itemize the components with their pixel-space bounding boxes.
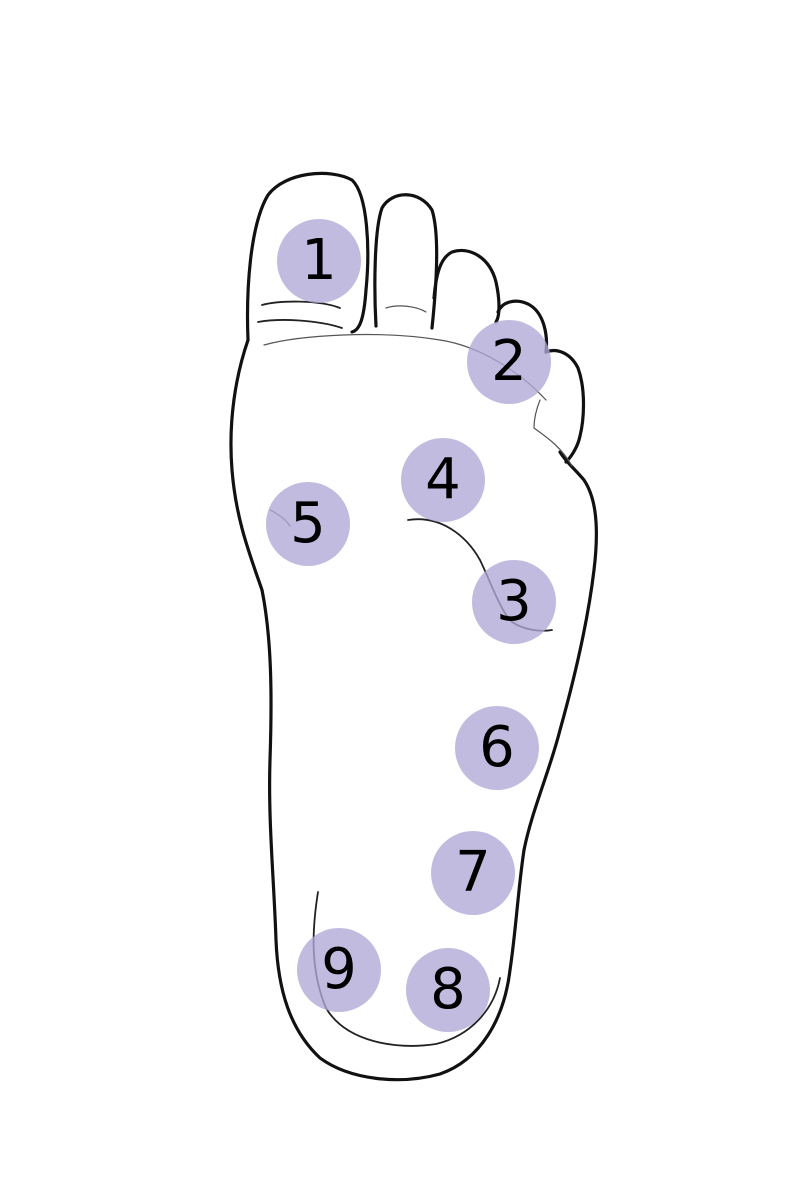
second-toe-outline — [373, 193, 439, 330]
point-marker-4: 4 — [401, 438, 485, 522]
point-marker-3: 3 — [472, 560, 556, 644]
point-marker-7: 7 — [431, 831, 515, 915]
big-toe-outline — [245, 171, 370, 342]
big-toe-crease-2 — [257, 319, 343, 329]
point-label-3: 3 — [496, 569, 532, 634]
point-label-5: 5 — [290, 491, 326, 556]
point-marker-2: 2 — [467, 320, 551, 404]
point-label-8: 8 — [430, 957, 466, 1022]
point-label-4: 4 — [425, 447, 461, 512]
point-label-7: 7 — [455, 840, 491, 905]
point-label-2: 2 — [491, 329, 527, 394]
big-toe-crease — [261, 300, 341, 309]
point-marker-5: 5 — [266, 482, 350, 566]
point-marker-6: 6 — [455, 706, 539, 790]
point-label-6: 6 — [479, 715, 515, 780]
point-label-9: 9 — [321, 937, 357, 1002]
foot-outline — [229, 338, 598, 1082]
third-toe-outline — [432, 249, 501, 324]
point-marker-8: 8 — [406, 948, 490, 1032]
outer-edge-crease — [533, 399, 573, 467]
point-label-1: 1 — [301, 228, 337, 293]
fifth-toe-outline — [544, 348, 586, 464]
point-marker-1: 1 — [277, 219, 361, 303]
fourth-toe-outline — [496, 299, 549, 354]
second-toe-crease — [385, 305, 427, 313]
point-marker-9: 9 — [297, 928, 381, 1012]
